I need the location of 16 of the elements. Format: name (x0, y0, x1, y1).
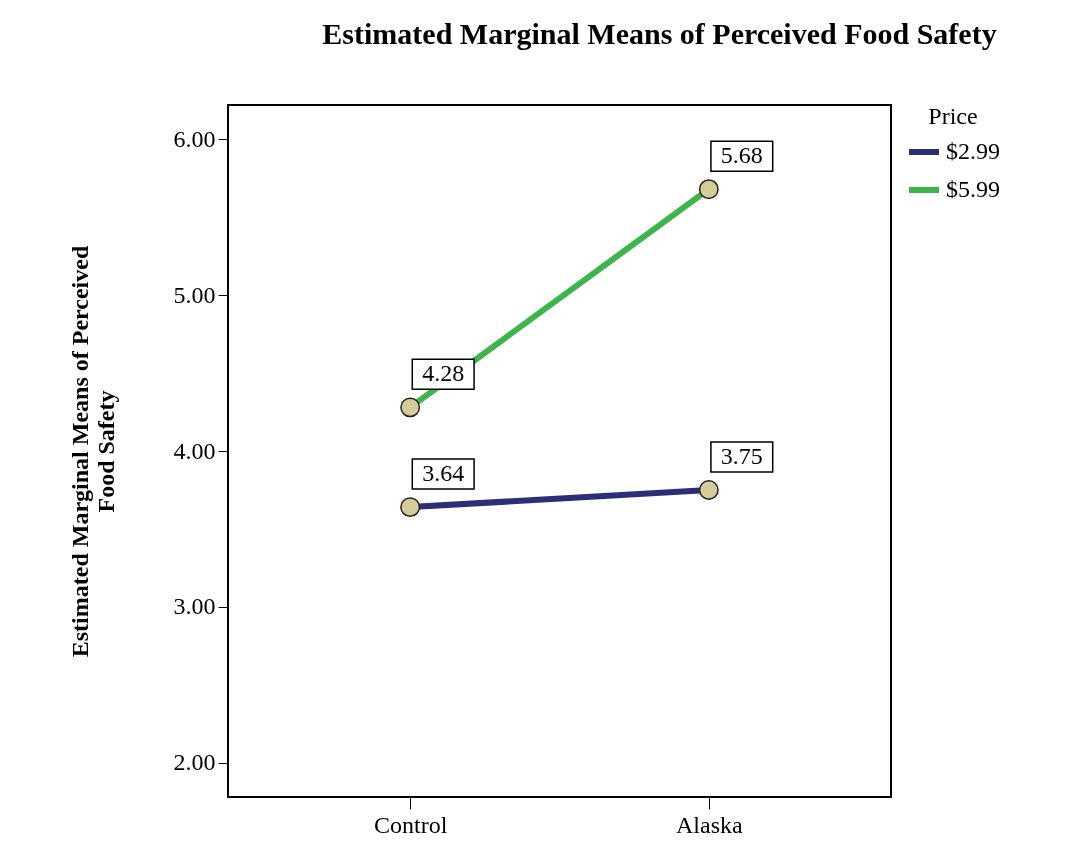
y-tick-label: 3.00 (173, 593, 216, 620)
x-tick-label: Control (374, 811, 448, 838)
legend-title: Price (928, 103, 978, 129)
legend-label: $2.99 (946, 138, 1000, 164)
data-label: 5.68 (720, 142, 763, 169)
data-label: 3.64 (422, 460, 465, 487)
y-tick-label: 2.00 (173, 749, 216, 776)
y-tick-label: 4.00 (173, 437, 216, 464)
data-label: 3.75 (720, 442, 763, 469)
y-tick-label: 5.00 (173, 281, 216, 308)
y-tick-label: 6.00 (173, 125, 216, 152)
y-axis-title: Estimated Marginal Means of Perceived Food Safety (66, 245, 119, 658)
x-tick-label: Alaska (676, 811, 743, 838)
data-label: 4.28 (422, 360, 465, 387)
legend-label: $5.99 (946, 176, 1000, 202)
chart-title: Estimated Marginal Means of Perceived Food Safety (322, 17, 997, 50)
